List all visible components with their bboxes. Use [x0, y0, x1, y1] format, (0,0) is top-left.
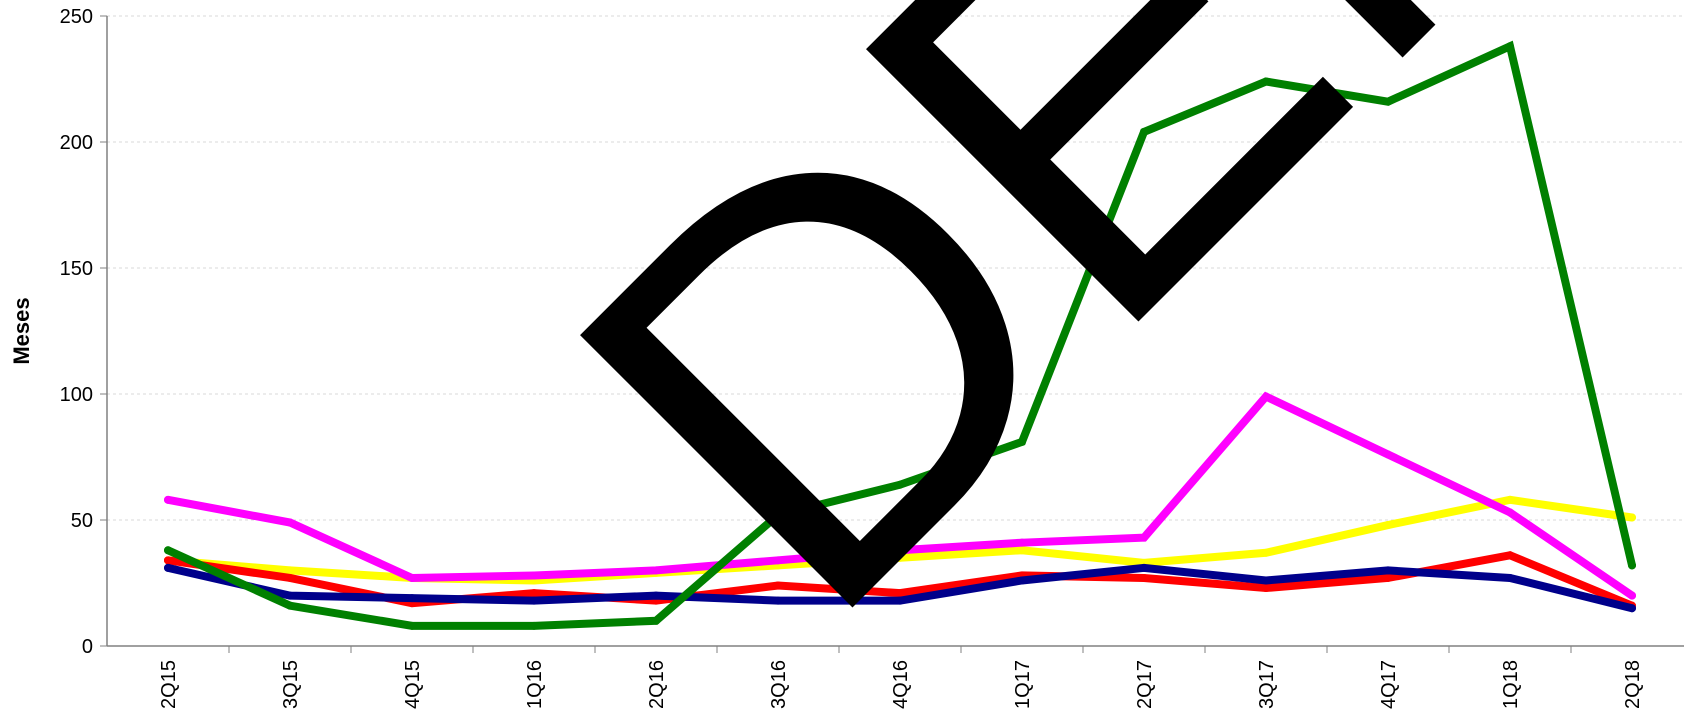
series-1-point: [1018, 546, 1026, 555]
series-5-point: [1018, 437, 1026, 446]
series-1-point: [1628, 513, 1636, 522]
series-4-point: [652, 566, 660, 575]
series-2-point: [1506, 551, 1514, 560]
series-2-point: [164, 556, 172, 565]
series-1-point: [896, 553, 904, 562]
series-5-point: [896, 480, 904, 489]
y-axis-title: Meses: [9, 297, 34, 364]
series-3-point: [896, 596, 904, 605]
x-axis-ticks: 2Q15 3Q15 4Q15 1Q16 2Q16 3Q16 4Q16 1Q17 2Q17 3Q17…: [158, 646, 1644, 709]
series-3-point: [286, 591, 294, 600]
series-5-point: [530, 621, 538, 630]
watermark-text: DEMO: [461, 0, 1684, 716]
x-tick-label: 3Q17: [1256, 660, 1278, 709]
x-tick-label: 4Q17: [1378, 660, 1400, 709]
axes: [106, 16, 1684, 647]
series-5-point: [1384, 97, 1392, 106]
series-1-point: [1384, 521, 1392, 530]
series-2-point: [774, 581, 782, 590]
watermark: DEMO: [461, 0, 1684, 716]
series-2-point: [1384, 573, 1392, 582]
series-3-point: [652, 591, 660, 600]
series-1-point: [286, 566, 294, 575]
x-tick-label: 1Q16: [524, 660, 546, 709]
series-2-point: [1262, 584, 1270, 593]
y-tick-label: 100: [60, 384, 93, 406]
x-tick-label: 2Q15: [158, 660, 180, 709]
series-4-point: [896, 546, 904, 555]
x-tick-label: 2Q18: [1622, 660, 1644, 709]
series-5-point: [286, 601, 294, 610]
series-5-point: [164, 546, 172, 555]
series-4-point: [1628, 591, 1636, 600]
series-4-point: [1018, 538, 1026, 547]
series-3-point: [164, 563, 172, 572]
series-4-point: [530, 571, 538, 580]
series-4-point: [286, 518, 294, 527]
series-4-point: [1506, 508, 1514, 517]
series-3-point: [408, 594, 416, 603]
series-3-point: [1018, 576, 1026, 585]
series-5-point: [408, 621, 416, 630]
y-tick-label: 250: [60, 6, 93, 28]
series-5-point: [1628, 561, 1636, 570]
series-1-point: [1262, 548, 1270, 557]
series-3-point: [1628, 604, 1636, 613]
x-tick-label: 1Q17: [1012, 660, 1034, 709]
y-tick-label: 50: [71, 510, 93, 532]
series-2-point: [286, 573, 294, 582]
series-4-point: [1140, 533, 1148, 542]
y-axis-ticks: 0 50 100 150 200 250: [60, 6, 107, 658]
series-4-point: [774, 556, 782, 565]
series-3-point: [1140, 563, 1148, 572]
series-4-point: [408, 573, 416, 582]
series-5-point: [774, 510, 782, 519]
x-tick-label: 4Q15: [402, 660, 424, 709]
x-tick-label: 2Q17: [1134, 660, 1156, 709]
x-tick-label: 2Q16: [646, 660, 668, 709]
series-2-point: [530, 589, 538, 598]
series-4-point: [1262, 392, 1270, 401]
series-5-point: [1140, 127, 1148, 136]
series-5-point: [1262, 77, 1270, 86]
series-3-point: [530, 596, 538, 605]
series-2-point: [1140, 573, 1148, 582]
x-tick-label: 3Q15: [280, 660, 302, 709]
series-2-point: [896, 589, 904, 598]
series-3-point: [1506, 573, 1514, 582]
x-tick-label: 1Q18: [1500, 660, 1522, 709]
series-4-point: [164, 495, 172, 504]
series-5-point: [1506, 42, 1514, 51]
x-tick-label: 3Q16: [768, 660, 790, 709]
series-4-point: [1384, 450, 1392, 459]
series-3-point: [774, 596, 782, 605]
series-3-point: [1262, 576, 1270, 585]
y-tick-label: 150: [60, 258, 93, 280]
series-lines: [164, 40, 1636, 630]
x-tick-label: 4Q16: [890, 660, 912, 709]
series-5-point: [652, 616, 660, 625]
y-tick-label: 0: [82, 636, 93, 658]
y-tick-label: 200: [60, 132, 93, 154]
series-3-point: [1384, 566, 1392, 575]
series-1-point: [1506, 495, 1514, 504]
